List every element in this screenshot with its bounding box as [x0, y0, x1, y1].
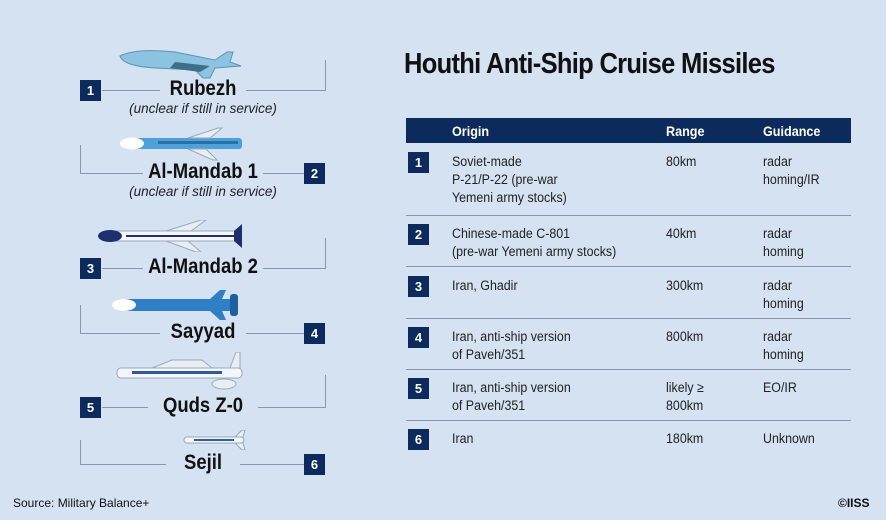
- range-cell: 40km: [666, 226, 697, 241]
- origin-cell: Chinese-made C-801 (pre-war Yemeni army …: [452, 226, 617, 259]
- header-range: Range: [666, 123, 705, 139]
- leader-line: [246, 90, 326, 91]
- row-number-badge: 2: [408, 224, 429, 245]
- origin-cell: Soviet-made P-21/P-22 (pre-war Yemeni ar…: [452, 154, 567, 205]
- missile-number-badge: 5: [80, 397, 101, 418]
- row-number-badge: 3: [408, 276, 429, 297]
- missile-illustration: [118, 126, 248, 167]
- missile-name: Al-Mandab 1: [148, 160, 258, 183]
- leader-line: [102, 268, 143, 269]
- table-header: Origin Range Guidance: [406, 118, 851, 143]
- row-divider: [406, 318, 851, 319]
- header-origin: Origin: [452, 123, 490, 139]
- leader-line: [80, 173, 143, 174]
- row-number-badge: 6: [408, 429, 429, 450]
- missile-number-badge: 2: [304, 163, 325, 184]
- copyright: ©IISS: [838, 496, 870, 510]
- page-title: Houthi Anti-Ship Cruise Missiles: [404, 48, 775, 80]
- missile-status-note: (unclear if still in service): [129, 101, 277, 116]
- leader-line: [240, 464, 304, 465]
- missile-number-badge: 1: [80, 80, 101, 101]
- source-note: Source: Military Balance+: [13, 496, 150, 510]
- row-number-badge: 5: [408, 378, 429, 399]
- leader-line: [263, 173, 304, 174]
- origin-cell: Iran: [452, 431, 474, 446]
- missile-illustration: [180, 429, 250, 455]
- leader-line: [258, 407, 326, 408]
- leader-line: [325, 375, 326, 407]
- guidance-cell: radar homing/IR: [763, 154, 820, 187]
- leader-line: [325, 60, 326, 90]
- leader-line: [80, 333, 160, 334]
- header-guidance: Guidance: [763, 123, 821, 139]
- leader-line: [246, 333, 304, 334]
- leader-line: [80, 305, 81, 333]
- missile-name: Sejil: [183, 451, 223, 474]
- missile-name: Rubezh: [169, 77, 237, 100]
- origin-cell: Iran, anti-ship version of Paveh/351: [452, 329, 571, 362]
- range-cell: 300km: [666, 278, 704, 293]
- missile-name: Quds Z-0: [162, 394, 244, 417]
- missile-status-note: (unclear if still in service): [129, 184, 277, 199]
- leader-line: [263, 268, 326, 269]
- leader-line: [80, 440, 81, 464]
- leader-line: [80, 145, 81, 173]
- missile-illustration: [96, 219, 246, 257]
- missile-number-badge: 6: [304, 454, 325, 475]
- leader-line: [80, 464, 166, 465]
- row-number-badge: 1: [408, 152, 429, 173]
- guidance-cell: EO/IR: [763, 380, 797, 395]
- guidance-cell: Unknown: [763, 431, 815, 446]
- missile-number-badge: 4: [304, 323, 325, 344]
- leader-line: [325, 238, 326, 268]
- row-divider: [406, 420, 851, 421]
- row-divider: [406, 369, 851, 370]
- missile-name: Sayyad: [170, 320, 236, 343]
- range-cell: likely ≥ 800km: [666, 380, 704, 413]
- guidance-cell: radar homing: [763, 329, 804, 362]
- range-cell: 800km: [666, 329, 704, 344]
- row-number-badge: 4: [408, 327, 429, 348]
- row-divider: [406, 266, 851, 267]
- origin-cell: Iran, Ghadir: [452, 278, 518, 293]
- missile-illustration: [110, 288, 245, 327]
- range-cell: 80km: [666, 154, 697, 169]
- guidance-cell: radar homing: [763, 226, 804, 259]
- leader-line: [102, 407, 148, 408]
- origin-cell: Iran, anti-ship version of Paveh/351: [452, 380, 571, 413]
- range-cell: 180km: [666, 431, 704, 446]
- leader-line: [102, 90, 160, 91]
- missile-name: Al-Mandab 2: [148, 255, 258, 278]
- missile-illustration: [112, 351, 247, 397]
- row-divider: [406, 215, 851, 216]
- missile-illustration: [115, 46, 245, 87]
- guidance-cell: radar homing: [763, 278, 804, 311]
- missile-number-badge: 3: [80, 258, 101, 279]
